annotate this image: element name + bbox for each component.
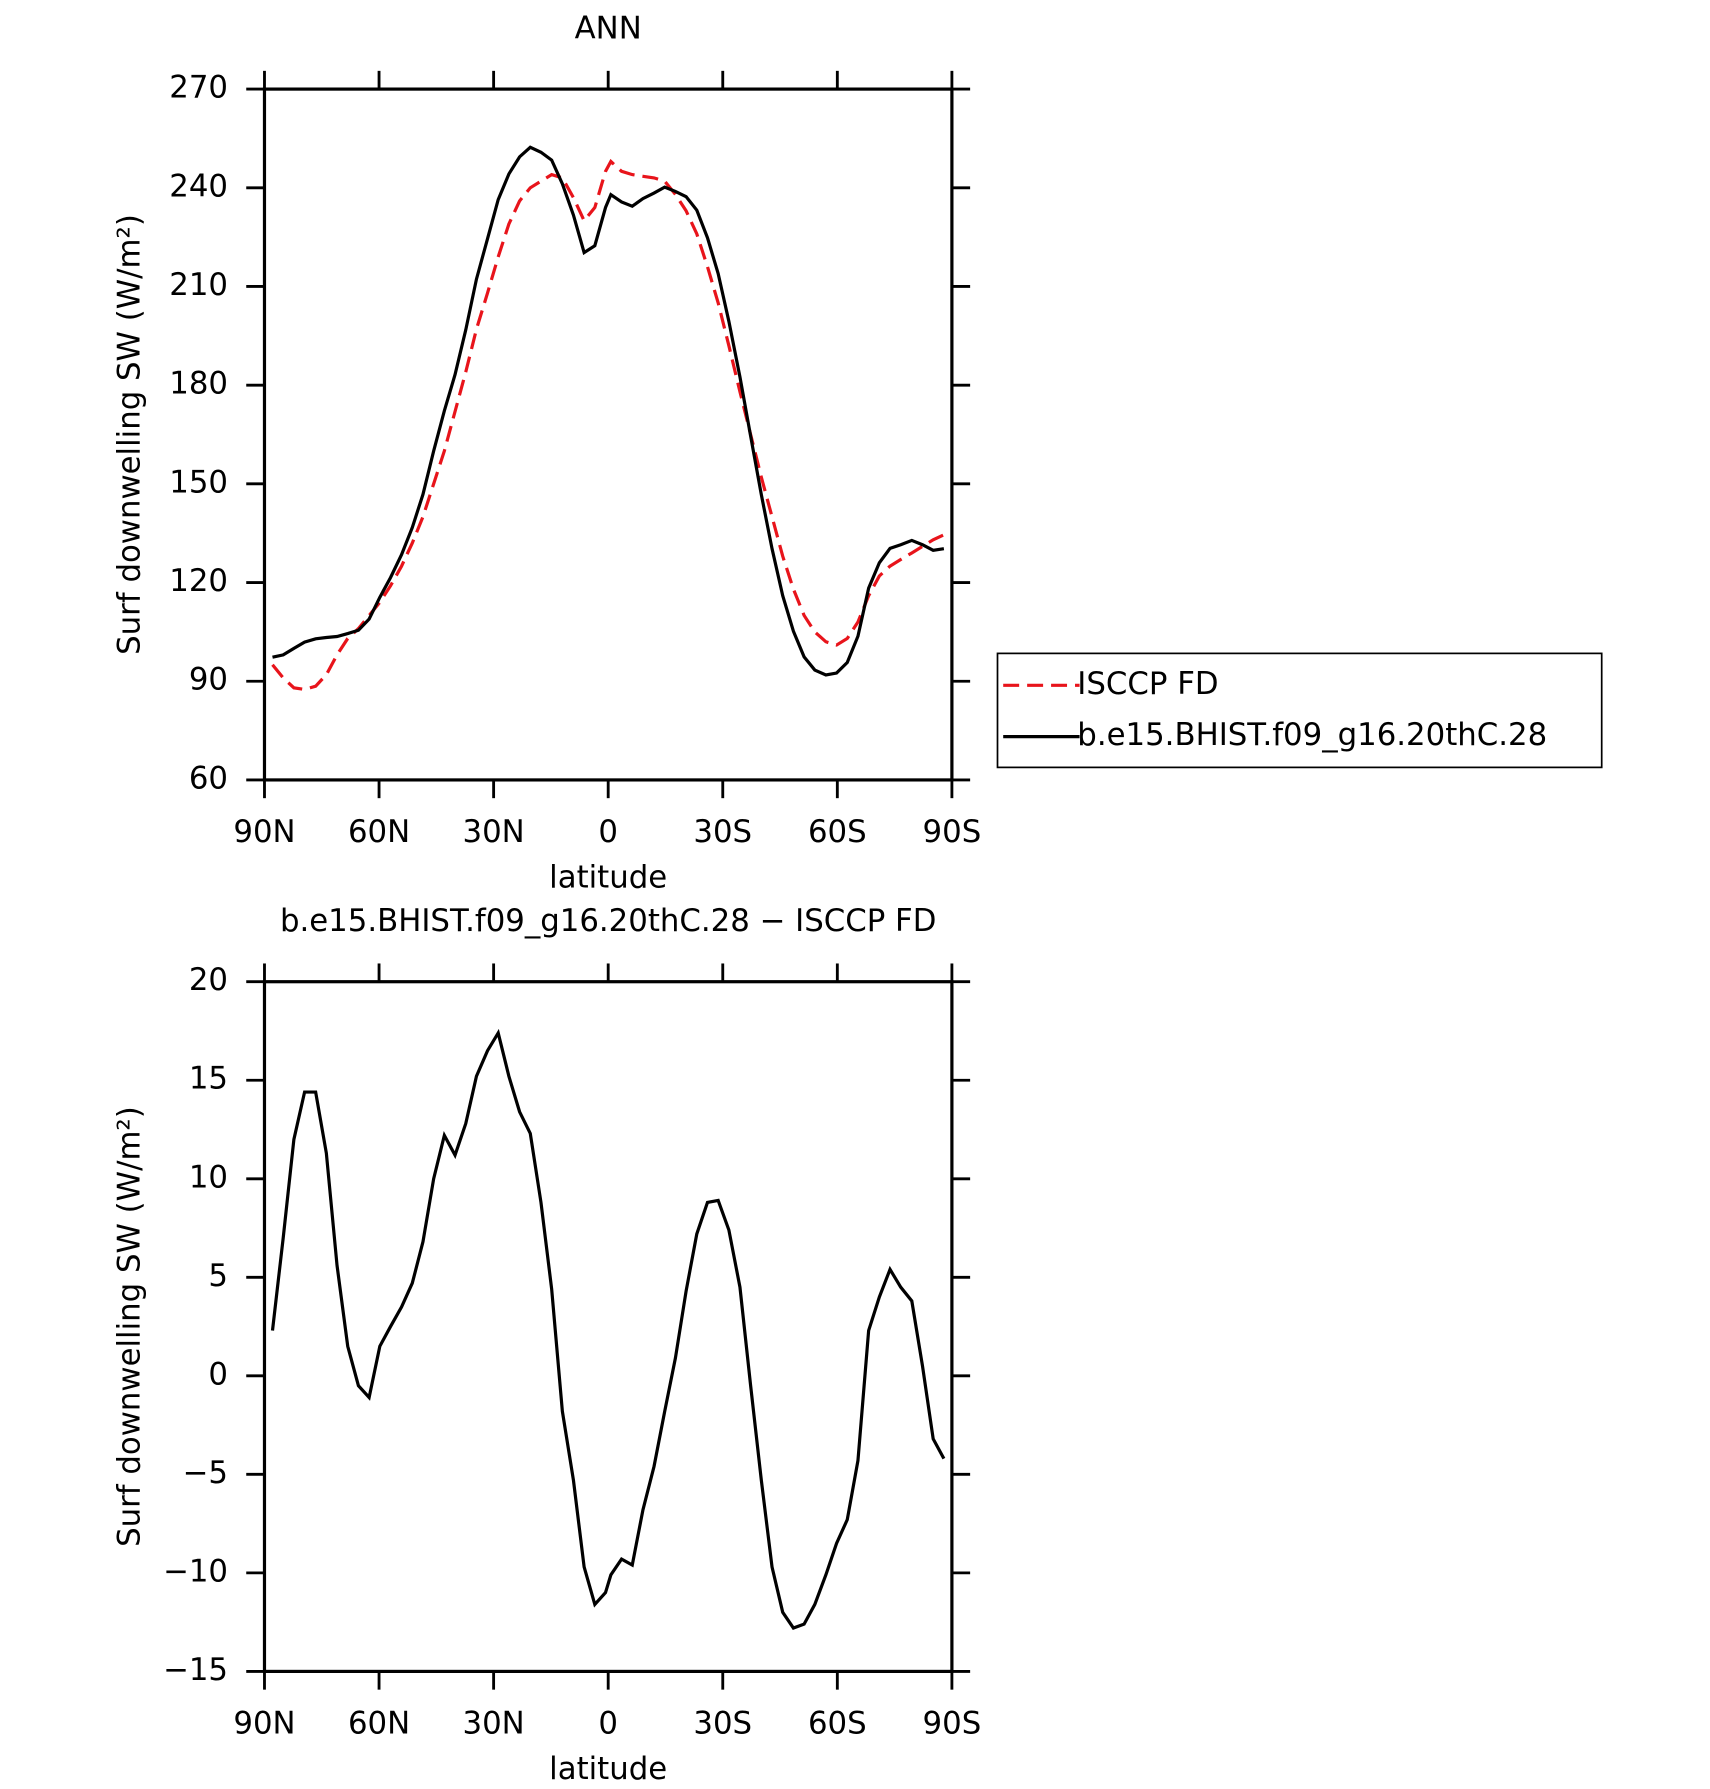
x-tick-label: 60S [808, 814, 867, 850]
legend-label: ISCCP FD [1077, 666, 1218, 702]
x-tick-label: 90S [923, 814, 982, 850]
series-line [272, 145, 945, 677]
y-tick-label: 5 [208, 1258, 228, 1294]
x-tick-label: 90S [923, 1705, 982, 1741]
x-axis-label: latitude [549, 860, 667, 896]
y-tick-label: 60 [189, 760, 228, 796]
x-tick-label: 30S [693, 1705, 752, 1741]
x-tick-label: 60N [348, 1705, 410, 1741]
y-tick-label: 120 [169, 563, 228, 599]
series-line [270, 1028, 946, 1630]
x-tick-label: 30N [463, 1705, 525, 1741]
y-tick-label: 10 [189, 1159, 228, 1195]
x-tick-label: 60N [348, 814, 410, 850]
legend-box [996, 652, 1603, 769]
y-tick-label: 240 [169, 168, 228, 204]
plot-frame [262, 980, 954, 1674]
x-tick-label: 90N [233, 1705, 295, 1741]
y-tick-label: 150 [169, 464, 228, 500]
x-tick-label: 30N [463, 814, 525, 850]
y-tick-label: −15 [163, 1652, 228, 1688]
y-axis-label: Surf downwelling SW (W/m²) [112, 214, 148, 655]
plot-frame [262, 87, 954, 782]
x-tick-label: 0 [598, 1705, 618, 1741]
legend-label: b.e15.BHIST.f09_g16.20thC.28 [1077, 717, 1547, 753]
x-tick-label: 90N [233, 814, 295, 850]
y-tick-label: 90 [189, 662, 228, 698]
chart-title: ANN [575, 10, 642, 46]
y-axis-label: Surf downwelling SW (W/m²) [112, 1106, 148, 1547]
x-tick-label: 0 [598, 814, 618, 850]
series-line [271, 158, 945, 692]
y-tick-label: 20 [189, 962, 228, 998]
y-tick-label: 15 [189, 1061, 228, 1097]
y-tick-label: −5 [183, 1455, 228, 1491]
chart-title: b.e15.BHIST.f09_g16.20thC.28 − ISCCP FD [280, 903, 937, 939]
y-tick-label: 180 [169, 366, 228, 402]
y-tick-label: 0 [208, 1356, 228, 1392]
y-tick-label: 270 [169, 70, 228, 106]
x-tick-label: 60S [808, 1705, 867, 1741]
x-tick-label: 30S [693, 814, 752, 850]
x-axis-label: latitude [549, 1751, 667, 1787]
y-tick-label: −10 [163, 1553, 228, 1589]
y-tick-label: 210 [169, 267, 228, 303]
